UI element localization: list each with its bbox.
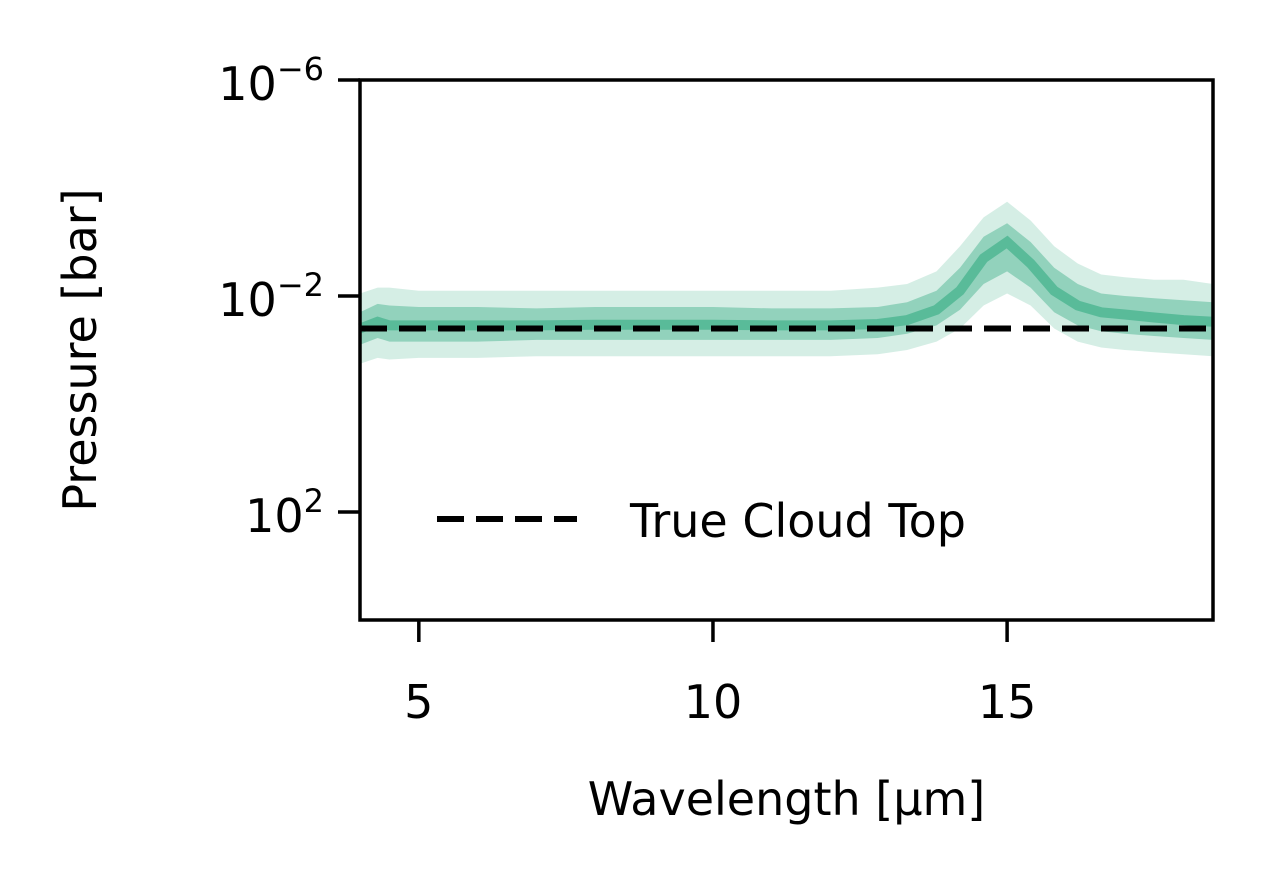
x-axis-title: Wavelength [μm] [588, 772, 985, 826]
band-median [358, 235, 1214, 334]
posterior-band [358, 201, 1214, 364]
plot-frame [358, 78, 1215, 622]
y-tick-label: 10−2 [218, 266, 324, 327]
x-axis: 5 10 15 [404, 620, 1036, 729]
y-tick-label: 102 [245, 482, 324, 543]
y-axis: 10−6 10−2 102 [218, 50, 360, 543]
x-tick-label: 10 [684, 675, 743, 729]
y-axis-title: Pressure [bar] [53, 188, 107, 511]
legend-label: True Cloud Top [629, 494, 966, 548]
legend: True Cloud Top [437, 494, 966, 548]
y-tick-label: 10−6 [218, 50, 324, 111]
band-1sigma [360, 223, 1213, 345]
x-tick-label: 15 [978, 675, 1037, 729]
x-tick-label: 5 [404, 675, 433, 729]
